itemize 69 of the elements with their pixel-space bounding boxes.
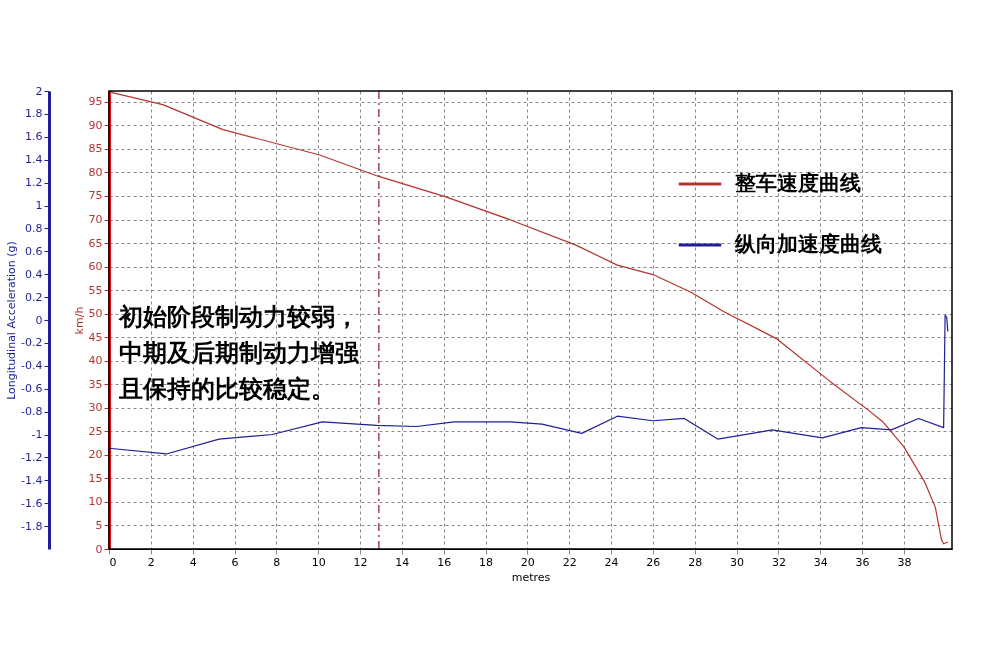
x-tick-label: 10: [311, 555, 326, 569]
x-axis-title: metres: [511, 570, 551, 584]
line-series: [109, 91, 949, 545]
y-tick-label: 15: [88, 471, 103, 485]
y2-tick-label: -0.6: [21, 382, 43, 396]
x-tick-label: 20: [520, 555, 535, 569]
x-tick-label: 16: [437, 555, 452, 569]
annotation: 初始阶段制动力较弱，: [118, 303, 359, 331]
y2-tick-label: 2: [35, 84, 43, 98]
x-tick-label: 28: [688, 555, 703, 569]
y-tick-label: 35: [88, 377, 103, 391]
y2-tick-label: 1.6: [25, 130, 43, 144]
y-tick-label: 85: [88, 142, 103, 156]
y2-tick-label: 1.8: [25, 107, 43, 121]
y2-tick-label: 0.2: [25, 290, 43, 304]
y2-tick-label: -1: [31, 428, 43, 441]
x-tick-label: 36: [855, 555, 870, 569]
y-tick-label: 50: [88, 307, 103, 321]
x-tick-label: 6: [231, 555, 239, 569]
y2-tick-label: 1.2: [25, 176, 43, 190]
y2-tick-label: -0.8: [21, 405, 43, 419]
y2-tick-label: -1.2: [21, 450, 43, 464]
y-tick-label: 45: [88, 330, 103, 344]
y-tick-label: 60: [88, 260, 103, 274]
y-axis-title: km/h: [72, 306, 86, 335]
y-tick-label: 40: [88, 354, 103, 368]
y2-tick-label: -1.4: [21, 473, 43, 487]
y-tick-label: 80: [88, 165, 103, 179]
y-tick-label: 90: [88, 118, 103, 132]
y-tick-label: 70: [88, 213, 103, 226]
y2-tick-label: 0.8: [25, 221, 43, 235]
y2-tick-label: 0.4: [25, 267, 43, 281]
y2-tick-label: -0.4: [21, 359, 43, 373]
y2-tick-label: -1.8: [21, 519, 43, 533]
x-tick-label: 12: [353, 555, 368, 569]
y2-tick-label: 1.4: [25, 153, 43, 167]
y-tick-label: 10: [88, 495, 103, 509]
x-tick-label: 26: [646, 555, 661, 569]
x-tick-label: 18: [479, 555, 494, 569]
x-tick-label: 4: [189, 555, 197, 569]
y-tick-label: 30: [88, 401, 103, 415]
y-tick-label: 55: [88, 283, 103, 297]
x-tick-label: 22: [562, 555, 577, 569]
y-tick-label: 95: [88, 95, 103, 109]
x-tick-label: 30: [730, 555, 745, 569]
legend-label: 整车速度曲线: [734, 171, 861, 195]
y-tick-label: 65: [88, 236, 103, 250]
x-tick-label: 14: [395, 555, 410, 569]
y-tick-label: 20: [88, 448, 103, 462]
annotation: 中期及后期制动力增强: [119, 339, 360, 367]
y2-tick-label: -1.6: [21, 496, 43, 510]
x-tick-label: 8: [273, 555, 281, 569]
x-tick-label: 2: [147, 555, 155, 569]
y2-tick-label: 1: [35, 199, 43, 212]
y2-tick-label: 0: [35, 313, 43, 327]
y-tick-label: 75: [88, 189, 103, 203]
y-tick-label: 5: [95, 518, 103, 532]
y-tick-label: 25: [88, 424, 103, 438]
annotation: 且保持的比较稳定。: [118, 375, 335, 403]
x-tick-label: 24: [604, 555, 619, 569]
x-tick-label: 32: [771, 555, 786, 569]
y2-tick-label: 0.6: [25, 244, 43, 258]
y2-tick-label: -0.2: [21, 336, 43, 350]
y-tick-label: 0: [95, 542, 103, 556]
y2-axis-title: Longitudinal Acceleration (g): [5, 241, 19, 400]
legend-label: 纵向加速度曲线: [734, 232, 882, 256]
x-tick-label: 34: [813, 555, 828, 569]
x-tick-label: 0: [109, 555, 117, 569]
x-tick-label: 38: [897, 555, 912, 569]
